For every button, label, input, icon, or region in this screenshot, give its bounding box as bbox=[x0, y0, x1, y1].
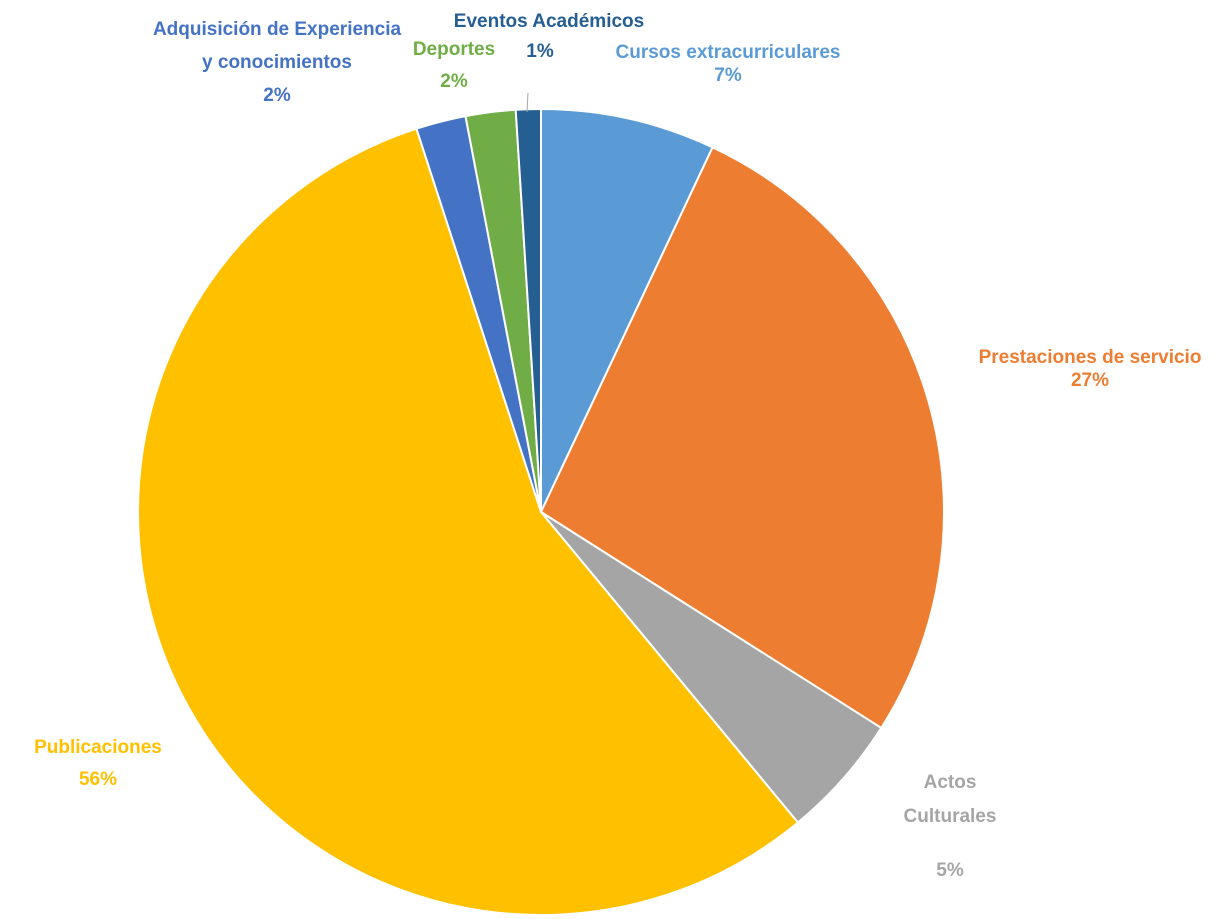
label-publicaciones-pct: 56% bbox=[78, 769, 118, 790]
label-cursos-pct: 7% bbox=[714, 65, 742, 86]
label-actos-line2: Culturales bbox=[903, 806, 997, 827]
label-deportes-pct: 2% bbox=[440, 71, 468, 92]
label-eventos-pct: 1% bbox=[526, 41, 554, 62]
pie-slices bbox=[137, 108, 945, 916]
label-actos-pct: 5% bbox=[936, 860, 964, 881]
label-prestaciones-pct: 27% bbox=[1070, 370, 1110, 391]
label-publicaciones: Publicaciones 56% bbox=[17, 732, 179, 796]
label-eventos-name: Eventos Académicos bbox=[453, 11, 645, 32]
label-adquisicion-line2: y conocimientos bbox=[202, 52, 352, 73]
pie-slice-cursos-extracurriculares bbox=[540, 108, 714, 513]
label-cursos-name: Cursos extracurriculares bbox=[615, 42, 841, 63]
label-deportes: Deportes 2% bbox=[398, 34, 510, 98]
label-actos-culturales: Actos Culturales 5% bbox=[890, 766, 1010, 888]
label-deportes-name: Deportes bbox=[412, 39, 496, 60]
label-eventos-academicos: Eventos Académicos 1% bbox=[428, 7, 670, 67]
eventos-leader-line bbox=[526, 92, 529, 113]
pie-slice-publicaciones bbox=[137, 127, 799, 916]
label-adquisicion-experiencia: Adquisición de Experiencia y conocimient… bbox=[128, 13, 426, 112]
label-publicaciones-name: Publicaciones bbox=[34, 737, 162, 758]
label-adquisicion-line1: Adquisición de Experiencia bbox=[152, 19, 402, 40]
label-prestaciones-servicio: Prestaciones de servicio 27% bbox=[956, 346, 1224, 392]
label-prestaciones-name: Prestaciones de servicio bbox=[978, 347, 1202, 368]
label-adquisicion-pct: 2% bbox=[263, 85, 291, 106]
pie-slice-eventos-academicos bbox=[514, 108, 542, 513]
label-actos-line1: Actos bbox=[923, 772, 977, 793]
pie-slice-prestaciones-de-servicio bbox=[540, 146, 945, 729]
label-cursos-extracurriculares: Cursos extracurriculares 7% bbox=[596, 41, 860, 87]
